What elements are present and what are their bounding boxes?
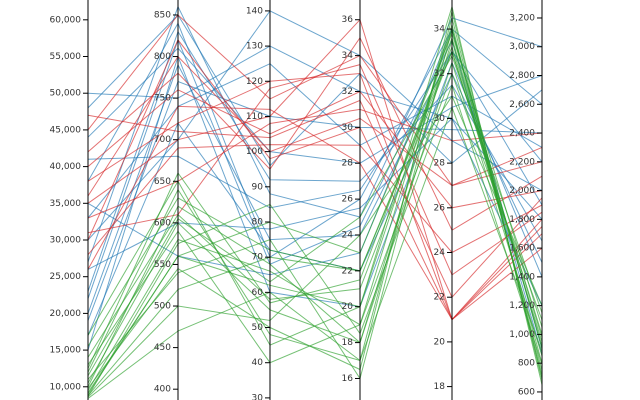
tick-label: 26 [434, 203, 446, 213]
tick-label: 800 [154, 52, 171, 62]
tick-label: 28 [434, 159, 446, 169]
tick-label: 60,000 [50, 15, 82, 25]
data-line [87, 45, 543, 347]
data-line [87, 144, 543, 256]
data-line [87, 108, 543, 219]
tick-label: 70 [252, 253, 264, 263]
tick-label: 22 [434, 293, 445, 303]
tick-label: 25,000 [50, 272, 82, 282]
data-line [87, 47, 543, 164]
data-line [87, 14, 543, 167]
tick-label: 800 [518, 359, 535, 369]
tick-label: 500 [154, 302, 171, 312]
data-line [87, 55, 543, 197]
tick-label: 30,000 [50, 236, 82, 246]
tick-label: 600 [518, 387, 535, 397]
tick-label: 16 [342, 374, 354, 384]
tick-label: 2,800 [509, 71, 535, 81]
tick-label: 2,600 [509, 100, 535, 110]
data-line [87, 60, 543, 388]
tick-label: 650 [154, 177, 171, 187]
tick-label: 40 [252, 358, 264, 368]
data-line [87, 105, 543, 321]
tick-label: 20 [434, 337, 446, 347]
tick-label: 110 [246, 112, 263, 122]
data-line [87, 45, 543, 220]
tick-label: 1,400 [509, 272, 535, 282]
tick-label: 700 [154, 135, 171, 145]
tick-label: 20 [342, 302, 354, 312]
data-line [87, 63, 543, 219]
tick-label: 20,000 [50, 309, 82, 319]
tick-label: 28 [342, 159, 354, 169]
data-line [87, 89, 543, 209]
tick-label: 40,000 [50, 162, 82, 172]
tick-label: 26 [342, 195, 354, 205]
tick-label: 3,200 [509, 13, 535, 23]
tick-label: 32 [434, 69, 445, 79]
tick-label: 50,000 [50, 89, 82, 99]
tick-label: 2,200 [509, 157, 535, 167]
data-line [87, 18, 543, 321]
data-line [87, 30, 543, 292]
data-line [87, 27, 543, 380]
tick-label: 750 [154, 94, 171, 104]
tick-label: 400 [154, 385, 171, 395]
tick-label: 120 [246, 77, 263, 87]
data-line [87, 11, 543, 389]
tick-label: 550 [154, 260, 171, 270]
data-line [87, 64, 543, 276]
data-line [87, 22, 543, 375]
tick-label: 140 [246, 6, 263, 16]
tick-label: 2,400 [509, 129, 535, 139]
tick-label: 22 [342, 266, 353, 276]
tick-label: 50 [252, 323, 264, 333]
tick-label: 10,000 [50, 382, 82, 392]
tick-label: 18 [342, 338, 354, 348]
tick-label: 30 [434, 114, 446, 124]
tick-label: 34 [434, 25, 446, 35]
tick-label: 18 [434, 382, 446, 392]
tick-label: 60 [252, 288, 264, 298]
tick-label: 55,000 [50, 52, 82, 62]
data-line [87, 5, 543, 263]
tick-label: 30 [252, 393, 264, 400]
data-line [87, 72, 543, 391]
tick-label: 850 [154, 10, 171, 20]
tick-label: 80 [252, 217, 264, 227]
data-line [87, 36, 543, 231]
data-line [87, 99, 543, 299]
tick-label: 1,000 [509, 330, 535, 340]
tick-label: 1,800 [509, 215, 535, 225]
tick-label: 3,000 [509, 42, 535, 52]
data-line [87, 38, 543, 321]
tick-label: 36 [342, 15, 354, 25]
data-line [87, 15, 543, 378]
tick-label: 2,000 [509, 186, 535, 196]
tick-label: 1,200 [509, 301, 535, 311]
tick-label: 34 [342, 51, 354, 61]
tick-label: 130 [246, 42, 263, 52]
data-line [87, 83, 543, 397]
tick-label: 45,000 [50, 125, 82, 135]
data-line [87, 27, 543, 395]
tick-label: 15,000 [50, 346, 82, 356]
tick-label: 30 [342, 123, 354, 133]
tick-label: 90 [252, 182, 264, 192]
data-line [87, 54, 543, 377]
data-line [87, 36, 543, 369]
data-line [87, 38, 543, 384]
tick-label: 24 [434, 248, 446, 258]
tick-label: 100 [246, 147, 263, 157]
tick-label: 600 [154, 218, 171, 228]
tick-label: 450 [154, 343, 171, 353]
tick-label: 1,600 [509, 244, 535, 254]
data-line [87, 105, 543, 399]
data-line [87, 117, 543, 306]
tick-label: 24 [342, 230, 354, 240]
tick-label: 32 [342, 87, 353, 97]
tick-label: 35,000 [50, 199, 82, 209]
